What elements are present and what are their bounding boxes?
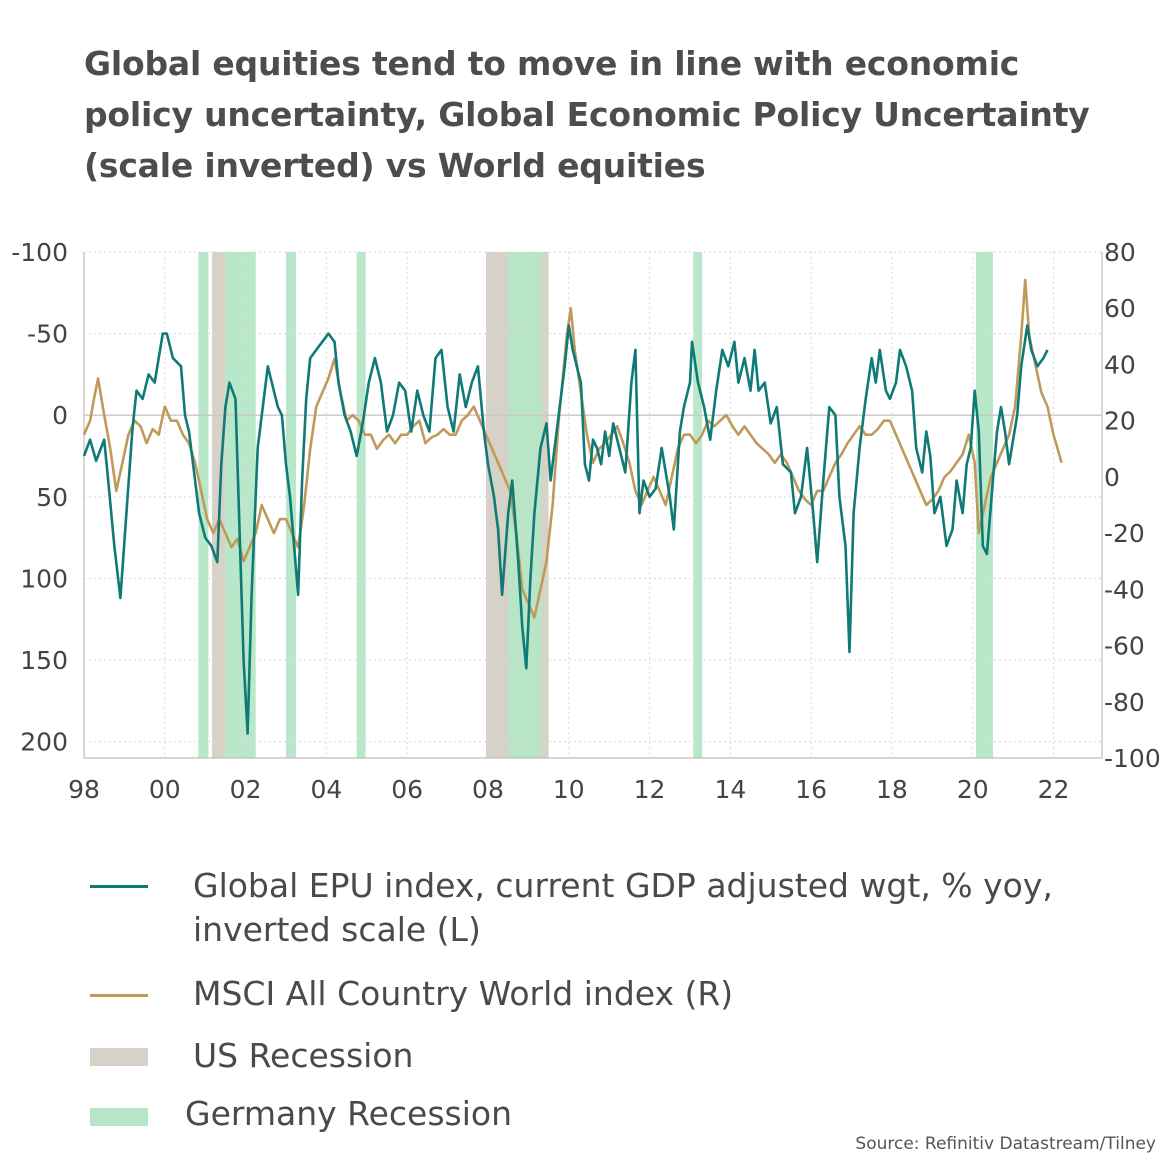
x-tick-label: 00: [149, 775, 181, 800]
left-tick-label: -50: [27, 320, 68, 349]
left-tick-label: 150: [20, 646, 68, 675]
x-tick-label: 18: [876, 775, 908, 800]
right-axis-ticks: 80 60 40 20 0 -20 -40 -60 -80 -100: [1104, 238, 1161, 773]
x-tick-label: 10: [553, 775, 585, 800]
right-tick-label: 0: [1104, 463, 1120, 492]
right-tick-label: -80: [1104, 688, 1145, 717]
right-tick-label: -20: [1104, 519, 1145, 548]
chart-title: Global equities tend to move in line wit…: [84, 44, 1090, 185]
legend-label-germany-recession: Germany Recession: [185, 1094, 513, 1133]
x-tick-label: 16: [795, 775, 827, 800]
right-tick-label: -100: [1104, 744, 1161, 773]
left-tick-label: -100: [11, 238, 68, 267]
legend-swatch-germany-recession: [90, 1108, 148, 1126]
right-tick-label: -60: [1104, 632, 1145, 661]
germany-recession-band: [356, 252, 366, 758]
x-tick-label: 12: [634, 775, 666, 800]
plot-frame: [83, 252, 1103, 759]
legend-label-epu-line2: inverted scale (L): [193, 910, 481, 949]
x-tick-label: 06: [391, 775, 423, 800]
x-tick-label: 20: [957, 775, 989, 800]
right-tick-label: 80: [1104, 238, 1136, 267]
legend-label-us-recession: US Recession: [193, 1036, 414, 1075]
x-tick-label: 22: [1038, 775, 1070, 800]
legend-label-msci: MSCI All Country World index (R): [193, 974, 734, 1013]
left-tick-label: 0: [52, 401, 68, 430]
left-axis-ticks: -100 -50 0 50 100 150 200: [11, 238, 68, 757]
right-tick-label: 20: [1104, 407, 1136, 436]
left-tick-label: 100: [20, 564, 68, 593]
legend-swatch-us-recession: [90, 1048, 148, 1066]
msci-series-line: [82, 278, 1063, 619]
germany-recession-band: [693, 252, 703, 758]
recession-bands: [198, 252, 993, 758]
left-tick-label: 200: [20, 728, 68, 757]
right-tick-label: 60: [1104, 294, 1136, 323]
x-tick-label: 04: [310, 775, 342, 800]
legend-label-epu-line1: Global EPU index, current GDP adjusted w…: [193, 866, 1053, 905]
grid: [83, 251, 1102, 758]
right-tick-label: -40: [1104, 575, 1145, 604]
left-tick-label: 50: [36, 483, 68, 512]
right-tick-label: 40: [1104, 350, 1136, 379]
source-note: Source: Refinitiv Datastream/Tilney: [855, 1134, 1156, 1154]
germany-recession-band: [225, 252, 256, 758]
legend-swatch-epu: [90, 885, 148, 888]
epu-series-line: [82, 324, 1049, 735]
x-tick-label: 08: [472, 775, 504, 800]
x-tick-label: 98: [68, 775, 100, 800]
x-tick-label: 02: [230, 775, 262, 800]
x-tick-label: 14: [714, 775, 746, 800]
legend-swatch-msci: [90, 994, 148, 997]
x-axis-ticks: 98 00 02 04 06 08 10 12 14 16 18 20 22: [68, 775, 1069, 800]
